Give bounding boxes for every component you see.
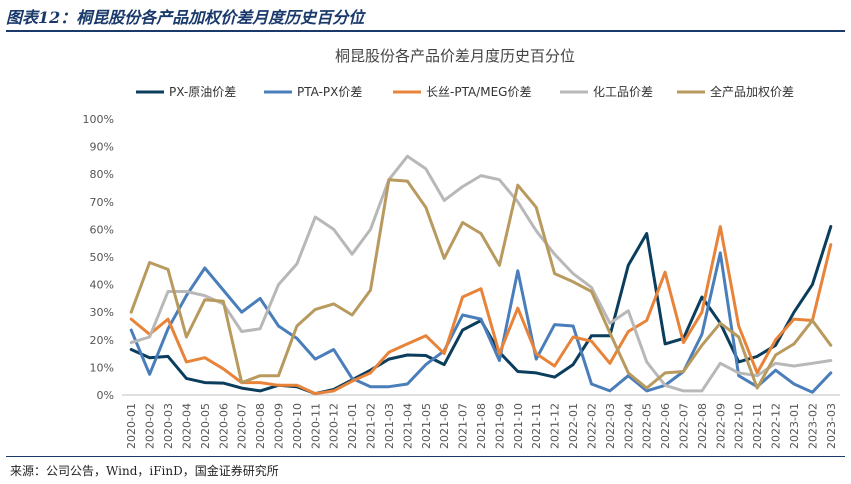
x-tick-label: 2020-04 [180,403,193,449]
x-tick-label: 2020-01 [125,403,138,449]
x-tick-label: 2020-09 [272,403,285,449]
x-tick-label: 2020-08 [254,403,267,449]
y-tick-label: 90% [90,141,114,154]
x-tick-label: 2021-11 [530,403,543,449]
source-note: 来源：公司公告，Wind，iFinD，国金证券研究所 [10,464,279,478]
x-tick-label: 2022-03 [604,403,617,449]
y-tick-label: 0% [97,389,114,402]
x-tick-label: 2020-07 [236,403,249,449]
x-tick-label: 2021-06 [438,403,451,449]
x-tick-label: 2021-10 [512,403,525,449]
x-tick-label: 2022-04 [622,403,635,449]
x-tick-label: 2021-12 [549,403,562,449]
x-tick-label: 2021-05 [420,403,433,449]
x-tick-label: 2020-11 [309,403,322,449]
y-tick-label: 10% [90,361,114,374]
series-line-5 [129,178,833,390]
legend-label: PTA-PX价差 [297,85,362,99]
y-tick-label: 60% [90,223,114,236]
legend-label: 长丝-PTA/MEG价差 [426,85,531,99]
x-tick-label: 2021-09 [493,403,506,449]
x-tick-label: 2023-02 [806,403,819,449]
x-tick-label: 2020-06 [217,403,230,449]
y-tick-label: 40% [90,279,114,292]
x-tick-label: 2020-10 [291,403,304,449]
x-tick-label: 2022-09 [714,403,727,449]
legend-label: 化工品价差 [593,85,653,99]
x-tick-label: 2023-01 [788,403,801,449]
chart-series [129,154,833,396]
x-tick-label: 2021-08 [475,403,488,449]
x-tick-label: 2020-03 [162,403,175,449]
legend-label: 全产品加权价差 [710,84,794,99]
y-tick-label: 20% [90,334,114,347]
x-tick-label: 2022-11 [751,403,764,449]
series-line-2 [129,251,833,394]
y-tick-label: 30% [90,306,114,319]
chart-title: 桐昆股份各产品价差月度历史百分位 [335,47,575,65]
x-tick-label: 2023-03 [825,403,838,449]
series-line-4 [129,154,833,393]
y-axis: 0% 10% 20% 30% 40% 50% 60% 70% 80% 90% 100% [83,113,114,402]
x-tick-label: 2022-02 [585,403,598,449]
x-axis: 2020-01 2020-02 2020-03 2020-04 2020-05 2020-… [122,394,840,449]
x-tick-label: 2022-01 [567,403,580,449]
x-tick-label: 2022-05 [641,403,654,449]
chart-legend: PX-原油价差 PTA-PX价差 长丝-PTA/MEG价差 化工品价差 全产品加权价差 [136,84,794,99]
bottom-rule [6,456,845,457]
x-tick-label: 2022-06 [659,403,672,449]
top-rule [6,30,845,32]
x-tick-label: 2021-07 [457,403,470,449]
x-tick-label: 2022-08 [696,403,709,449]
y-tick-label: 50% [90,251,114,264]
x-tick-label: 2021-04 [401,403,414,449]
x-tick-label: 2020-12 [328,403,341,449]
x-tick-label: 2022-07 [678,403,691,449]
x-tick-label: 2022-12 [770,403,783,449]
x-tick-label: 2020-02 [144,403,157,449]
y-tick-label: 70% [90,196,114,209]
figure-label: 图表12：桐昆股份各产品加权价差月度历史百分位 [6,8,365,27]
x-tick-label: 2021-03 [383,403,396,449]
series-line-3 [129,225,833,396]
y-tick-label: 80% [90,168,114,181]
y-tick-label: 100% [83,113,114,126]
x-tick-label: 2020-05 [199,403,212,449]
x-tick-label: 2021-02 [365,403,378,449]
x-tick-label: 2021-01 [346,403,359,449]
x-tick-label: 2022-10 [733,403,746,449]
legend-label: PX-原油价差 [169,85,236,99]
